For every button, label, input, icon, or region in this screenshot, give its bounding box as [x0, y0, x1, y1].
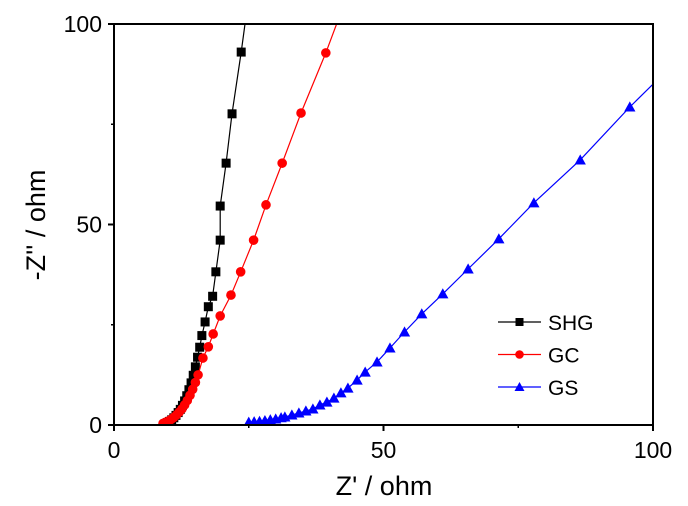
series-line-gs [248, 83, 653, 423]
data-point-shg [236, 47, 246, 57]
series-line-gc [162, 24, 338, 424]
legend-label: SHG [548, 312, 594, 335]
data-point-shg [221, 158, 231, 168]
data-point-gs [624, 101, 636, 112]
y-axis-title: -Z'' / ohm [21, 170, 51, 281]
data-point-shg [208, 291, 218, 301]
data-point-gs [437, 288, 449, 299]
data-point-gc [235, 267, 246, 277]
data-point-gs [351, 374, 363, 385]
x-axis-title: Z' / ohm [336, 471, 433, 501]
data-point-shg [227, 109, 237, 119]
legend-item-shg: SHG [498, 312, 594, 335]
legend: SHG GC GS [498, 312, 594, 400]
data-point-gs [384, 342, 396, 353]
data-point-gs [462, 263, 474, 274]
data-point-gc [321, 48, 331, 58]
data-point-gs [307, 403, 319, 414]
data-point-shg [188, 370, 198, 380]
y-tick-label: 100 [64, 11, 102, 37]
y-tick-label: 50 [76, 212, 102, 238]
data-point-gs [528, 197, 540, 208]
plot-area [158, 24, 653, 425]
data-point-gc [296, 108, 306, 118]
data-point-gc [190, 377, 201, 388]
data-point-gs [328, 392, 340, 403]
legend-item-gs: GS [498, 377, 578, 400]
data-point-shg [190, 362, 200, 372]
data-point-gc [277, 158, 287, 168]
data-point-gc [193, 370, 203, 380]
data-point-shg [197, 331, 207, 341]
data-point-gs [398, 326, 411, 337]
data-point-gc [198, 353, 208, 363]
series-gc [158, 24, 338, 425]
data-point-shg [203, 302, 213, 312]
legend-label: GS [548, 377, 578, 400]
data-point-gs [335, 387, 347, 398]
legend-marker [515, 318, 524, 326]
data-point-shg [211, 267, 221, 277]
data-point-shg [193, 352, 203, 362]
series-shg [160, 24, 246, 425]
x-tick-label: 50 [371, 437, 397, 463]
x-tick-label: 100 [634, 437, 672, 463]
data-point-gc [226, 290, 236, 300]
data-point-gc [215, 311, 225, 321]
data-point-shg [200, 317, 210, 327]
data-point-shg [195, 342, 205, 352]
y-tick-label: 0 [89, 412, 102, 438]
data-point-gs [359, 366, 371, 377]
legend-label: GC [548, 345, 580, 368]
data-point-gc [248, 235, 259, 245]
data-point-gs [416, 308, 428, 319]
data-point-shg [215, 201, 225, 211]
data-point-gc [261, 200, 271, 210]
data-point-shg [215, 235, 225, 245]
data-point-gc [203, 342, 214, 352]
legend-item-gc: GC [498, 345, 580, 368]
data-point-gs [371, 356, 383, 367]
legend-marker [514, 382, 525, 391]
legend-marker [515, 350, 524, 359]
series-line-shg [164, 24, 246, 425]
x-tick-label: 0 [108, 437, 121, 463]
data-point-gs [493, 233, 505, 244]
data-point-gs [314, 399, 326, 410]
data-point-gs [574, 154, 586, 165]
series-gs [244, 83, 653, 425]
data-point-gc [208, 329, 218, 339]
data-point-gs [321, 396, 333, 407]
axes: 0 50 100 0 50 100 [64, 11, 673, 463]
data-point-gs [342, 382, 354, 393]
